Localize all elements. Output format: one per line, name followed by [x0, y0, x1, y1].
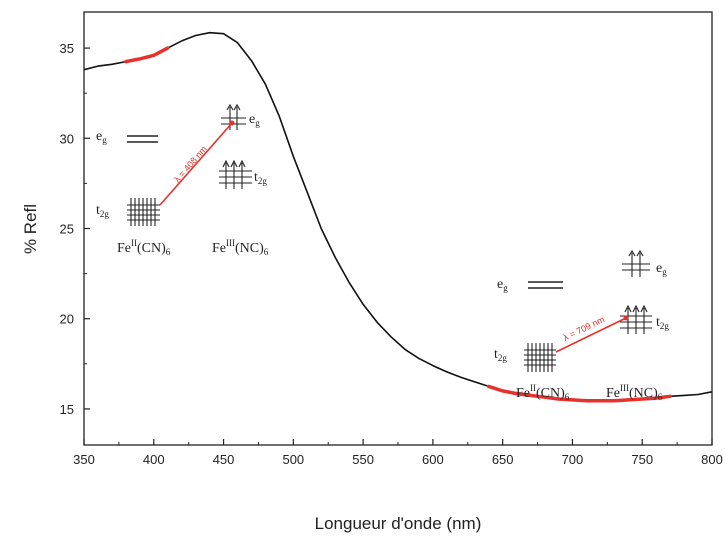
t2g-label-left-2: t2g [494, 347, 507, 363]
y-tick-label: 30 [60, 131, 74, 146]
y-axis-title: % Refl [21, 204, 40, 254]
transition-line-408 [159, 122, 233, 206]
t2g-filled-orbitals [127, 198, 160, 226]
x-tick-label: 500 [282, 452, 304, 467]
x-tick-label: 450 [213, 452, 235, 467]
lambda-label-408: λ = 408 nm [172, 144, 209, 184]
x-tick-label: 350 [73, 452, 95, 467]
x-tick-label: 400 [143, 452, 165, 467]
highlighted-region [124, 46, 170, 64]
y-axis: 15 20 25 30 35 [60, 41, 90, 417]
eg-orbitals-right-2 [622, 249, 650, 277]
complex-label-feii-right: FeII(CN)6 [516, 383, 570, 402]
complex-label-feiii-right: FeIII(NC)6 [606, 383, 663, 402]
complex-label-feiii-left: FeIII(NC)6 [212, 238, 269, 257]
transition-line-709 [555, 317, 627, 353]
x-tick-label: 650 [492, 452, 514, 467]
x-tick-label: 800 [701, 452, 723, 467]
y-tick-label: 35 [60, 41, 74, 56]
t2g-label-right-2: t2g [656, 315, 669, 331]
t2g-orbitals-right [219, 159, 252, 189]
y-tick-label: 15 [60, 402, 74, 417]
y-tick-label: 25 [60, 222, 74, 237]
x-tick-label: 750 [631, 452, 653, 467]
transition-point [229, 120, 235, 126]
eg-orbitals-right [221, 103, 246, 130]
x-tick-label: 550 [352, 452, 374, 467]
series-layer [83, 31, 713, 403]
eg-label-right-2: eg [656, 261, 667, 277]
transition-point [623, 315, 629, 321]
t2g-filled-orbitals-2 [524, 343, 556, 372]
complex-label-feii-left: FeII(CN)6 [117, 238, 171, 257]
x-axis: 350 400 450 500 550 600 650 700 750 800 [73, 439, 723, 467]
x-tick-label: 700 [562, 452, 584, 467]
eg-label-left: eg [96, 129, 107, 145]
eg-label-right: eg [249, 112, 260, 128]
t2g-label-right: t2g [254, 170, 267, 186]
highlighted-region [486, 384, 672, 403]
inset-diagram-709: eg t2g eg [494, 249, 669, 402]
t2g-label-left: t2g [96, 203, 109, 219]
x-axis-title: Longueur d'onde (nm) [315, 514, 482, 533]
inset-diagram-408: eg t2g eg [96, 103, 269, 257]
reflectance-curve [83, 31, 713, 402]
y-tick-label: 20 [60, 312, 74, 327]
x-tick-label: 600 [422, 452, 444, 467]
plot-frame [83, 11, 713, 446]
eg-label-left-2: eg [497, 277, 508, 293]
